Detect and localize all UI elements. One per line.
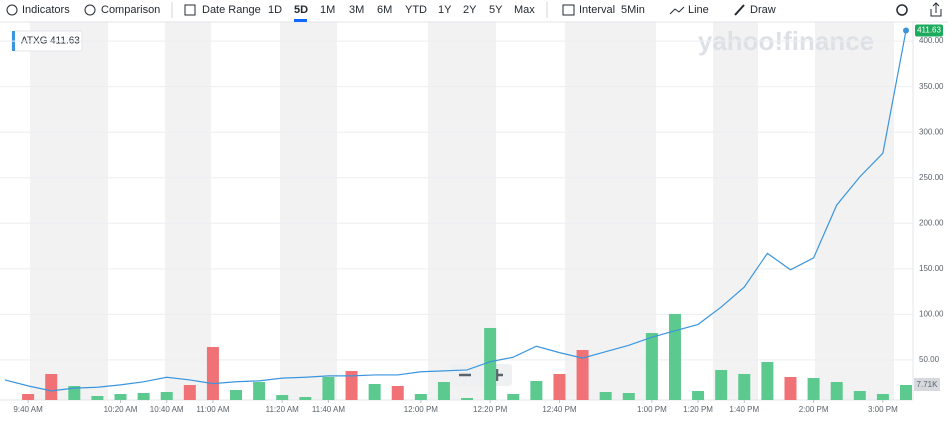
price-tag-label: 411.63 [917,26,941,35]
settings-icon[interactable] [896,4,908,16]
volume-bar [853,390,866,400]
volume-bar [91,395,104,400]
volume-bar [530,380,543,400]
volume-label: 7.71K [917,380,939,389]
last-point [903,27,909,34]
share-icon[interactable] [930,2,942,17]
draw-button[interactable]: Draw [750,4,776,16]
y-tick-label: 200.00 [919,218,944,227]
y-tick-label: 350.00 [919,82,944,91]
y-tick-label: 150.00 [919,264,944,273]
active-underline [294,19,307,22]
date-range-button[interactable]: Date Range [202,4,261,16]
range-button[interactable]: YTD [405,4,427,16]
volume-bar [576,349,589,400]
range-button[interactable]: 3M [349,4,364,16]
range-button[interactable]: 2Y [463,4,477,16]
volume-bar [183,384,196,400]
volume-bar [830,381,843,400]
shading [30,22,894,400]
volume-bar [507,393,520,400]
y-tick-label: 50.00 [919,355,940,364]
volume-bar [876,393,889,400]
volume-bar [114,393,127,400]
x-tick-label: 12:20 PM [473,405,508,414]
volume-bar [137,392,150,400]
icon [562,4,575,16]
volume-bar [368,383,381,400]
y-tick-label: 300.00 [919,127,944,136]
x-tick-label: 3:00 PM [868,405,898,414]
icon [669,6,685,15]
volume-bar [553,373,566,400]
comparison-button[interactable]: Comparison [101,4,160,16]
volume-bar [45,373,58,400]
y-tick-label: 250.00 [919,173,944,182]
toolbar: Indicators Comparison Date Range Interva… [6,2,942,22]
interval-value[interactable]: 5Min [621,4,645,16]
volume-bar [391,385,404,400]
volume-bar [599,391,612,400]
volume-bar [437,381,450,400]
icon [6,4,18,16]
volume-bar [784,376,797,400]
icon [184,4,196,16]
volume-bar [206,346,219,400]
volume-bar [900,384,912,400]
range-button[interactable]: 5D [294,4,308,16]
icon [84,4,96,16]
range-button[interactable]: 6M [377,4,392,16]
x-tick-label: 1:20 PM [683,405,713,414]
volume-bar [230,389,243,400]
range-button[interactable]: 1D [268,4,282,16]
range-button[interactable]: 1M [320,4,335,16]
volume-bar [253,381,266,400]
volume-bar [160,391,173,400]
chart-type-button[interactable]: Line [688,4,709,16]
x-tick-label: 10:20 AM [104,405,138,414]
indicators-button[interactable]: Indicators [22,4,70,16]
volume-bar [484,327,497,400]
volume-bar [807,377,820,400]
volume-tag [914,377,940,391]
interval-label[interactable]: Interval [579,4,615,16]
x-tick-label: 12:40 PM [542,405,577,414]
volume-bar [22,393,35,400]
volume-bar [622,392,635,400]
volume-bar [414,393,427,400]
x-tick-label: 1:00 PM [637,405,667,414]
y-tick-label: 100.00 [919,309,944,318]
x-tick-label: 11:00 AM [196,405,230,414]
range-button[interactable]: 1Y [438,4,452,16]
x-tick-label: 10:40 AM [150,405,184,414]
range-button[interactable]: 5Y [489,4,503,16]
volume-bar [299,396,312,400]
price-tag [915,24,943,37]
volume-bar [68,385,81,400]
volume-bar [738,373,751,400]
volume-bar [715,369,728,400]
volume-bar [322,376,335,400]
volume-bar [461,397,474,400]
x-tick-label: 12:00 PM [404,405,439,414]
x-tick-label: 2:00 PM [799,405,829,414]
volume-bar [645,332,658,400]
x-tick-label: 9:40 AM [13,405,43,414]
icon [734,4,745,16]
volume-bar [692,390,705,400]
y-tick-label: 400.00 [919,36,944,45]
volume-bar [345,370,358,400]
volume-bar [668,313,681,400]
range-button[interactable]: Max [514,4,535,16]
price-line [4,30,907,392]
x-tick-label: 1:40 PM [729,405,759,414]
volume-bar [276,394,289,400]
volume-bar [761,361,774,400]
zoom-controls [450,364,512,386]
x-tick-label: 11:40 AM [312,405,346,414]
x-tick-label: 11:20 AM [266,405,300,414]
